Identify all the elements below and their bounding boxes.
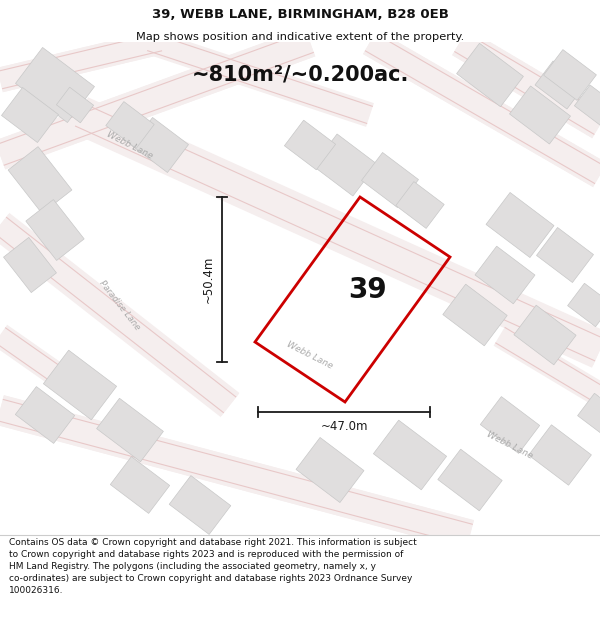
Polygon shape — [169, 476, 231, 534]
Text: Map shows position and indicative extent of the property.: Map shows position and indicative extent… — [136, 31, 464, 41]
Polygon shape — [578, 393, 600, 437]
Polygon shape — [361, 152, 419, 208]
Polygon shape — [475, 246, 535, 304]
Polygon shape — [8, 147, 72, 213]
Polygon shape — [97, 398, 163, 462]
Polygon shape — [26, 199, 84, 261]
Polygon shape — [481, 397, 539, 453]
Polygon shape — [16, 387, 74, 443]
Text: 39, WEBB LANE, BIRMINGHAM, B28 0EB: 39, WEBB LANE, BIRMINGHAM, B28 0EB — [152, 8, 448, 21]
Polygon shape — [544, 49, 596, 101]
Polygon shape — [486, 192, 554, 258]
Polygon shape — [373, 420, 446, 490]
Polygon shape — [56, 88, 94, 122]
Polygon shape — [509, 86, 571, 144]
Polygon shape — [529, 425, 592, 485]
Polygon shape — [443, 284, 507, 346]
Polygon shape — [131, 118, 188, 172]
Polygon shape — [536, 228, 593, 282]
Polygon shape — [438, 449, 502, 511]
Polygon shape — [514, 305, 576, 365]
Polygon shape — [296, 438, 364, 503]
Text: Webb Lane: Webb Lane — [106, 129, 155, 161]
Polygon shape — [396, 182, 444, 228]
Polygon shape — [568, 283, 600, 327]
Text: ~50.4m: ~50.4m — [202, 256, 215, 303]
Polygon shape — [1, 88, 59, 142]
Polygon shape — [457, 43, 523, 107]
Text: ~810m²/~0.200ac.: ~810m²/~0.200ac. — [191, 65, 409, 85]
Polygon shape — [106, 102, 154, 148]
Polygon shape — [110, 457, 170, 513]
Polygon shape — [16, 48, 94, 122]
Text: Webb Lane: Webb Lane — [286, 339, 335, 371]
Text: 39: 39 — [348, 276, 387, 304]
Polygon shape — [535, 61, 585, 109]
Polygon shape — [313, 134, 377, 196]
Polygon shape — [574, 85, 600, 125]
Text: Contains OS data © Crown copyright and database right 2021. This information is : Contains OS data © Crown copyright and d… — [9, 538, 417, 595]
Text: Paradise Lane: Paradise Lane — [98, 279, 142, 331]
Polygon shape — [284, 120, 335, 170]
Polygon shape — [4, 238, 56, 292]
Polygon shape — [43, 350, 116, 420]
Text: ~47.0m: ~47.0m — [320, 420, 368, 433]
Text: Webb Lane: Webb Lane — [485, 429, 535, 461]
